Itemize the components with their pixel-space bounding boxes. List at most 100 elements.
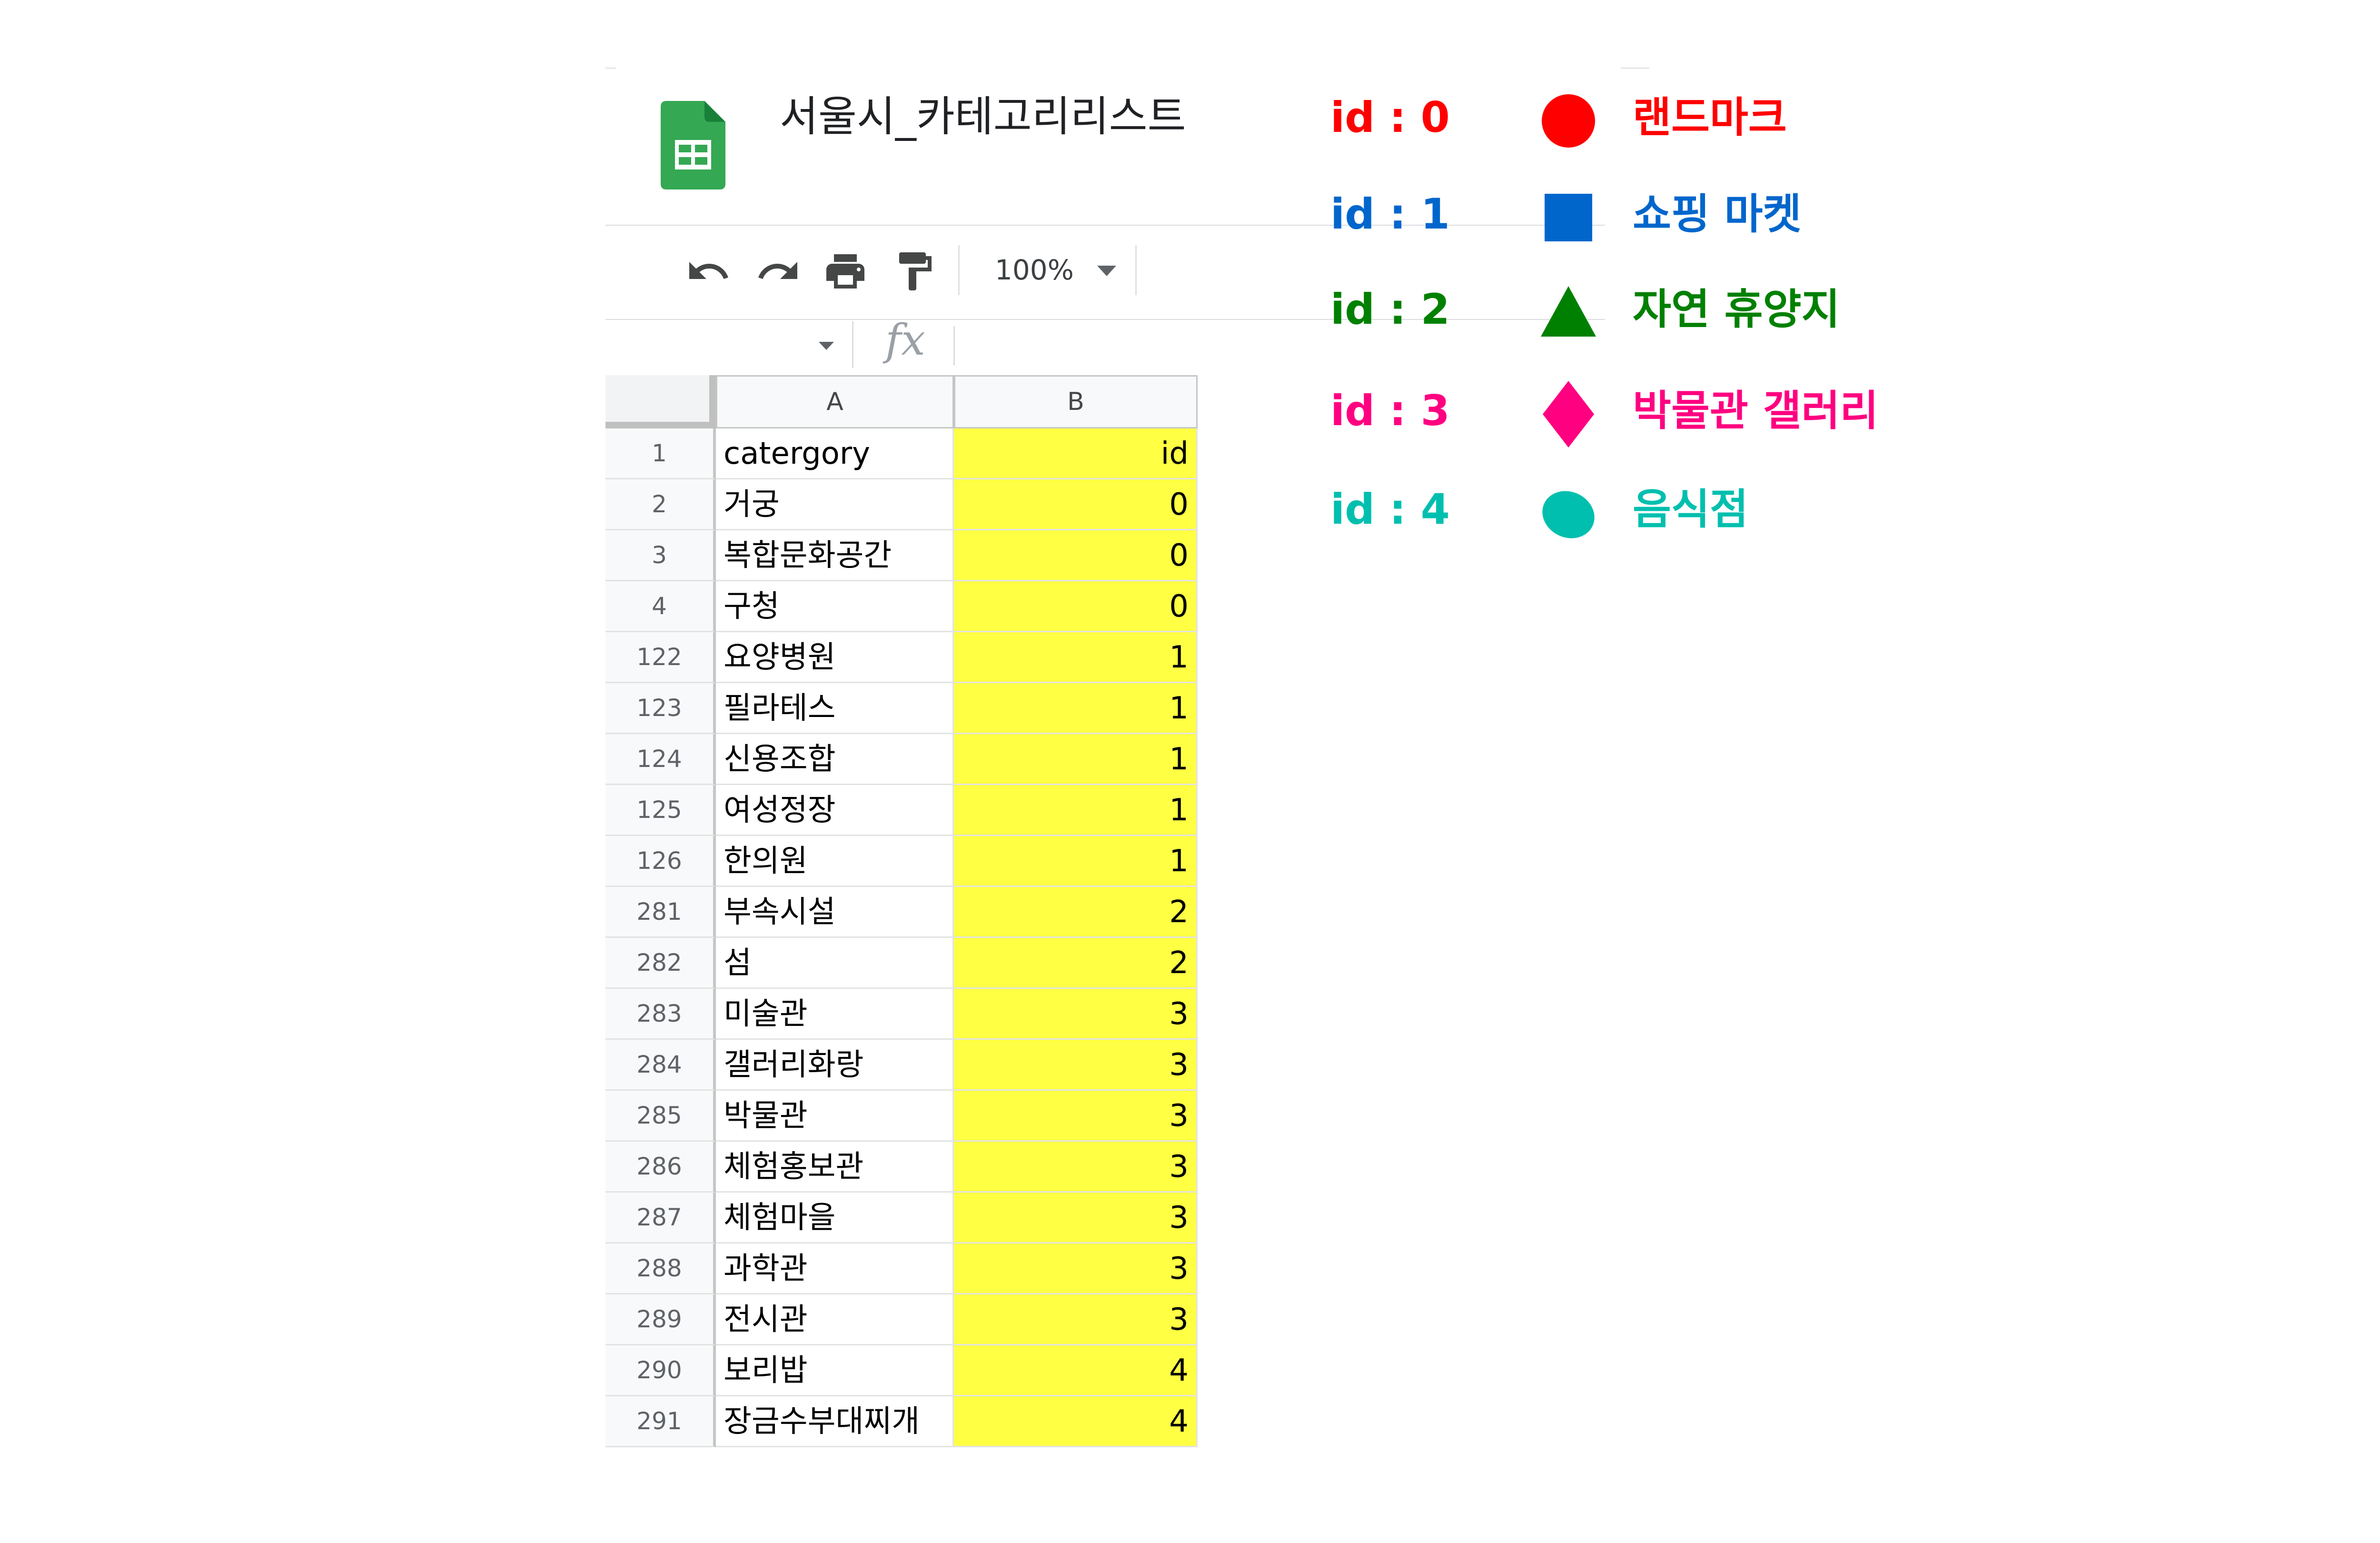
cell-category[interactable]: 전시관 bbox=[716, 1294, 954, 1345]
cell-id[interactable]: 0 bbox=[954, 479, 1198, 530]
table-row: 290 보리밥 4 bbox=[605, 1345, 1198, 1396]
cell-category[interactable]: 복합문화공간 bbox=[716, 530, 954, 581]
row-number[interactable]: 289 bbox=[605, 1294, 716, 1345]
cell-category[interactable]: 장금수부대찌개 bbox=[716, 1396, 954, 1447]
cell-category[interactable]: 과학관 bbox=[716, 1244, 954, 1294]
cell-category[interactable]: 미술관 bbox=[716, 989, 954, 1040]
legend-id-label: id : 1 bbox=[1330, 189, 1450, 239]
cell-id[interactable]: 3 bbox=[954, 1142, 1198, 1193]
row-number[interactable]: 125 bbox=[605, 785, 716, 836]
row-number[interactable]: 126 bbox=[605, 836, 716, 887]
cell-id[interactable]: 3 bbox=[954, 989, 1198, 1040]
circle-icon bbox=[1542, 94, 1595, 148]
legend-id-label: id : 3 bbox=[1330, 386, 1450, 435]
cell-category[interactable]: 갤러리화랑 bbox=[716, 1040, 954, 1091]
legend-category-label: 박물관 갤러리 bbox=[1633, 386, 1879, 435]
cell-id[interactable]: 3 bbox=[954, 1040, 1198, 1091]
legend-category-label: 랜드마크 bbox=[1633, 93, 1787, 142]
row-number[interactable]: 122 bbox=[605, 632, 716, 683]
column-header-a[interactable]: A bbox=[716, 375, 954, 428]
undo-icon[interactable] bbox=[685, 249, 731, 294]
zoom-select[interactable]: 100% bbox=[995, 254, 1074, 286]
cell-id[interactable]: 1 bbox=[954, 734, 1198, 785]
cell-category[interactable]: 체험홍보관 bbox=[716, 1142, 954, 1193]
legend-category-label: 음식점 bbox=[1633, 485, 1748, 534]
cell-category[interactable]: 거궁 bbox=[716, 479, 954, 530]
row-number[interactable]: 290 bbox=[605, 1345, 716, 1396]
cell-category[interactable]: 한의원 bbox=[716, 836, 954, 887]
table-row: 126 한의원 1 bbox=[605, 836, 1198, 887]
header-divider bbox=[605, 225, 1605, 226]
cell-id[interactable]: 4 bbox=[954, 1396, 1198, 1447]
table-row: 125 여성정장 1 bbox=[605, 785, 1198, 836]
select-all-corner[interactable] bbox=[605, 375, 716, 428]
cell-category[interactable]: 신용조합 bbox=[716, 734, 954, 785]
row-number[interactable]: 282 bbox=[605, 938, 716, 989]
print-icon[interactable] bbox=[823, 249, 868, 294]
row-number[interactable]: 2 bbox=[605, 479, 716, 530]
legend-id-label: id : 0 bbox=[1330, 93, 1450, 142]
row-number[interactable]: 281 bbox=[605, 887, 716, 938]
row-number[interactable]: 1 bbox=[605, 428, 716, 479]
cell-category[interactable]: 여성정장 bbox=[716, 785, 954, 836]
cell-id[interactable]: 3 bbox=[954, 1193, 1198, 1244]
cell-category[interactable]: 구청 bbox=[716, 581, 954, 632]
column-header-b[interactable]: B bbox=[954, 375, 1198, 428]
cell-id[interactable]: 1 bbox=[954, 632, 1198, 683]
cell-category[interactable]: 보리밥 bbox=[716, 1345, 954, 1396]
row-number[interactable]: 284 bbox=[605, 1040, 716, 1091]
cell-id[interactable]: 3 bbox=[954, 1244, 1198, 1294]
table-row: 1 catergory id bbox=[605, 428, 1198, 479]
cell-id[interactable]: 0 bbox=[954, 581, 1198, 632]
triangle-icon bbox=[1541, 286, 1596, 337]
cell-category[interactable]: 필라테스 bbox=[716, 683, 954, 734]
sheets-logo-icon[interactable] bbox=[661, 101, 725, 189]
row-number[interactable]: 286 bbox=[605, 1142, 716, 1193]
row-number[interactable]: 287 bbox=[605, 1193, 716, 1244]
row-number[interactable]: 124 bbox=[605, 734, 716, 785]
cell-id[interactable]: id bbox=[954, 428, 1198, 479]
redo-icon[interactable] bbox=[755, 249, 801, 294]
formula-bar-separator bbox=[852, 321, 853, 368]
cell-id[interactable]: 4 bbox=[954, 1345, 1198, 1396]
cell-category[interactable]: 섬 bbox=[716, 938, 954, 989]
zoom-dropdown-icon[interactable] bbox=[1097, 266, 1116, 276]
table-row: 288 과학관 3 bbox=[605, 1244, 1198, 1294]
cell-id[interactable]: 1 bbox=[954, 836, 1198, 887]
row-number[interactable]: 123 bbox=[605, 683, 716, 734]
cell-category[interactable]: 박물관 bbox=[716, 1091, 954, 1142]
table-row: 285 박물관 3 bbox=[605, 1091, 1198, 1142]
table-row: 3 복합문화공간 0 bbox=[605, 530, 1198, 581]
row-number[interactable]: 283 bbox=[605, 989, 716, 1040]
table-row: 123 필라테스 1 bbox=[605, 683, 1198, 734]
table-row: 283 미술관 3 bbox=[605, 989, 1198, 1040]
cell-category[interactable]: 요양병원 bbox=[716, 632, 954, 683]
paint-format-icon[interactable] bbox=[892, 249, 937, 294]
table-row: 282 섬 2 bbox=[605, 938, 1198, 989]
name-box-dropdown-icon[interactable] bbox=[819, 342, 834, 350]
table-row: 122 요양병원 1 bbox=[605, 632, 1198, 683]
cell-id[interactable]: 2 bbox=[954, 887, 1198, 938]
top-border-right bbox=[1621, 68, 1649, 69]
document-title[interactable]: 서울시_카테고리리스트 bbox=[780, 92, 1186, 141]
fx-icon: fx bbox=[885, 315, 926, 365]
cell-id[interactable]: 1 bbox=[954, 785, 1198, 836]
toolbar-separator bbox=[958, 245, 960, 295]
cell-id[interactable]: 0 bbox=[954, 530, 1198, 581]
cell-id[interactable]: 2 bbox=[954, 938, 1198, 989]
row-number[interactable]: 288 bbox=[605, 1244, 716, 1294]
table-row: 4 구청 0 bbox=[605, 581, 1198, 632]
cell-id[interactable]: 3 bbox=[954, 1091, 1198, 1142]
row-number[interactable]: 4 bbox=[605, 581, 716, 632]
cell-category[interactable]: 부속시설 bbox=[716, 887, 954, 938]
cell-category[interactable]: catergory bbox=[716, 428, 954, 479]
cell-id[interactable]: 3 bbox=[954, 1294, 1198, 1345]
row-number[interactable]: 3 bbox=[605, 530, 716, 581]
cell-category[interactable]: 체험마을 bbox=[716, 1193, 954, 1244]
row-number[interactable]: 291 bbox=[605, 1396, 716, 1447]
row-number[interactable]: 285 bbox=[605, 1091, 716, 1142]
cell-id[interactable]: 1 bbox=[954, 683, 1198, 734]
formula-input-start[interactable] bbox=[953, 326, 955, 365]
table-row: 2 거궁 0 bbox=[605, 479, 1198, 530]
table-row: 289 전시관 3 bbox=[605, 1294, 1198, 1345]
